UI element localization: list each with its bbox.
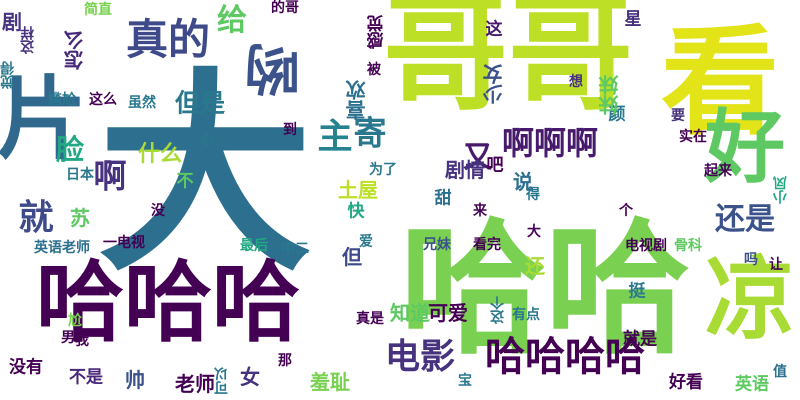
cloud-word: 啊 [93,156,127,196]
cloud-word: 凉 [705,247,795,352]
cloud-word: 说 [513,170,533,194]
cloud-word: 爱 [359,234,373,250]
cloud-word: 不是 [69,367,103,388]
cloud-word: 尬 [68,313,82,329]
cloud-word: 颜 [608,104,626,125]
cloud-word: 最后 [240,238,268,254]
cloud-word: 看 [660,13,780,151]
cloud-word: 这 [485,19,503,40]
cloud-word: 就 [18,198,54,239]
cloud-word: 看完 [473,237,501,253]
cloud-word: 还 [525,254,545,278]
cloud-word: 宝 [458,373,472,389]
cloud-word: 好看 [669,372,703,393]
cloud-word: 感觉 [367,15,388,49]
cloud-word: 电影 [384,337,456,378]
cloud-word: 为了 [369,162,397,178]
cloud-word: 给 [217,3,247,38]
cloud-word: 觉得 [0,61,16,89]
cloud-word: 起来 [704,163,732,179]
cloud-word: 主 [317,117,353,158]
cloud-word: 少女 [482,64,506,104]
cloud-word: 让 [769,257,783,273]
cloud-word: 值 [773,364,787,380]
cloud-word: 怎么 [63,30,87,70]
cloud-word: 可爱 [428,301,468,325]
cloud-word: 一电视 [103,235,145,251]
cloud-word: 羞耻 [310,370,350,394]
cloud-word: 英语老师 [34,240,90,256]
cloud-word: 英语 [735,374,769,395]
cloud-word: 中二 [281,241,309,257]
cloud-word: 哈哈 [400,205,690,375]
cloud-word: 片 [0,67,87,172]
cloud-word: 男 [61,330,75,346]
cloud-word: 但 [342,245,362,269]
cloud-word: 剧情 [445,158,485,182]
cloud-word: 真的 [125,15,211,64]
cloud-word: 女 [240,365,260,389]
cloud-word: 可以 [214,367,230,395]
cloud-word: 兄妹 [423,237,451,253]
cloud-word: 但是 [174,88,226,118]
cloud-word: 来 [473,203,487,219]
cloud-word: 帅 [125,368,145,392]
cloud-word: 电视剧 [625,238,667,254]
cloud-word: 简直 [84,2,112,18]
cloud-word: 吗 [744,252,758,268]
cloud-word: 哈哈哈哈 [485,334,645,380]
cloud-word: 日本 [66,167,94,183]
cloud-word: 哥哥 [383,0,633,128]
cloud-word: 老师 [175,372,215,396]
cloud-word: 小凤 [773,176,789,204]
cloud-word: 被 [367,62,381,78]
cloud-word: 妹妹 [598,75,622,115]
cloud-word: 的哥 [271,0,299,16]
cloud-word: 脸 [55,133,85,166]
cloud-word: 有点 [512,307,540,323]
cloud-word: 苏 [70,206,90,230]
cloud-word: 大 [527,224,541,240]
cloud-word: 这么 [89,92,117,108]
cloud-word: 没 [151,203,165,219]
cloud-word: 实在 [679,129,707,145]
cloud-word: 想 [569,74,583,90]
cloud-word: 剧 [2,10,22,34]
cloud-word: 个 [619,203,633,219]
cloud-word: 好 [705,101,785,194]
cloud-word: 土屋 [338,178,378,202]
cloud-word: 没有 [9,357,43,378]
cloud-word: 心 [200,132,214,148]
cloud-word: 就是 [623,329,657,350]
cloud-word: 我 [75,333,89,349]
cloud-word: 吧 [486,155,504,176]
cloud-word: 快 [347,201,365,222]
cloud-word: 知道 [390,301,430,325]
cloud-word: 尴尬 [48,92,76,108]
cloud-word: 要 [671,108,685,124]
cloud-word: 虽然 [128,95,156,111]
cloud-word: 骨科 [674,238,702,254]
cloud-word: 这样 [20,26,36,54]
cloud-word: 大 [97,49,313,301]
cloud-word: 这个 [490,296,506,324]
cloud-word: 又 [463,140,493,175]
cloud-word: 到 [283,122,297,138]
cloud-word: 还是 [715,202,775,237]
cloud-word: 不 [176,171,194,192]
cloud-word: 那 [278,353,292,369]
cloud-word: 真是 [356,311,384,327]
cloud-word: 哈哈哈 [35,251,301,354]
cloud-word: 得 [526,187,540,203]
cloud-word: 什么 [137,142,183,167]
cloud-word: 哟 [245,42,310,98]
cloud-word: 喜欢 [345,80,369,120]
cloud-word: 寄 [353,113,387,153]
cloud-word: 啊啊啊 [501,124,599,162]
cloud-word: 挺 [628,281,646,302]
cloud-word: 甜 [434,188,452,209]
cloud-word: 星 [624,9,642,30]
